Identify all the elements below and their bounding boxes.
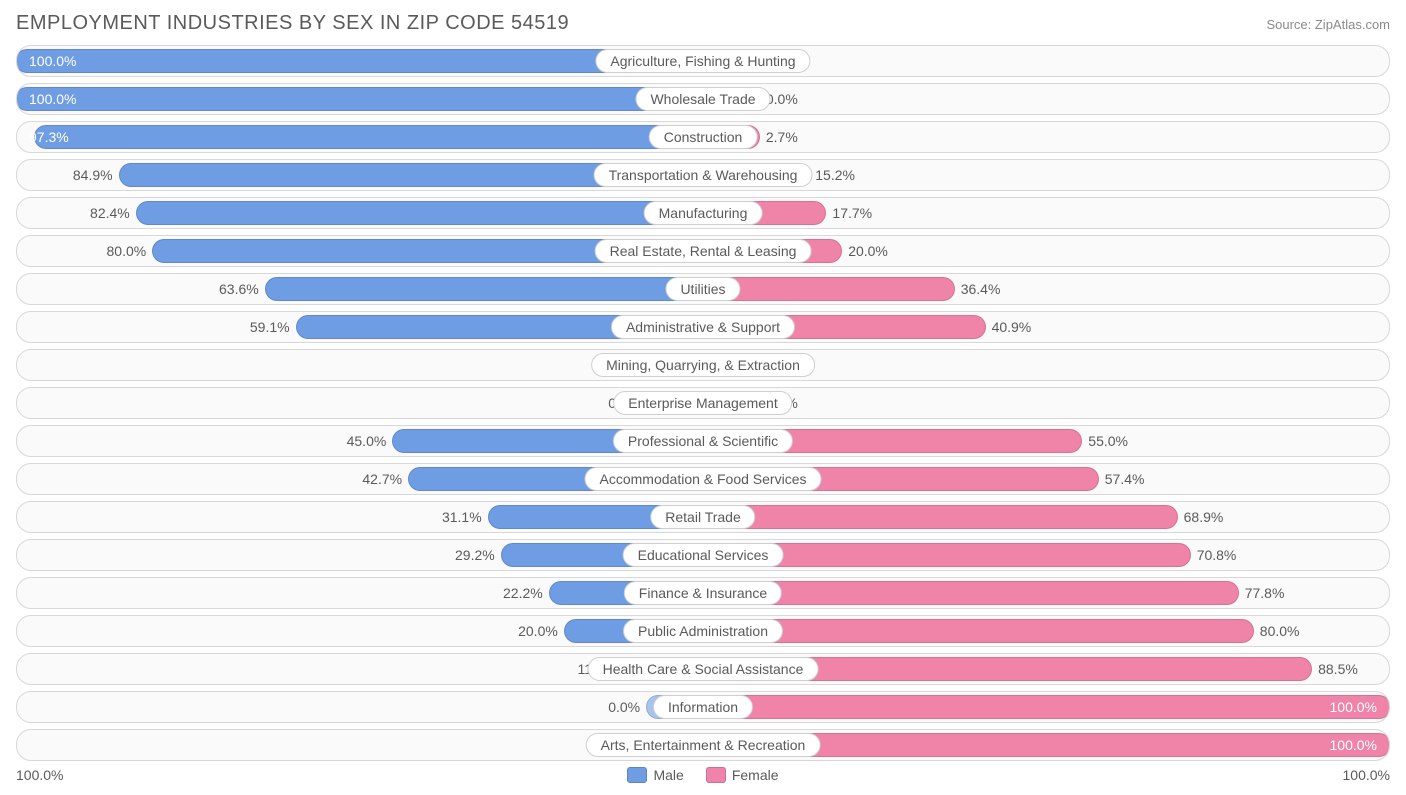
- female-bar: [703, 581, 1239, 605]
- chart-row: 29.2% 70.8% Educational Services: [16, 539, 1390, 571]
- male-pct-label: 45.0%: [347, 426, 387, 456]
- chart-title: EMPLOYMENT INDUSTRIES BY SEX IN ZIP CODE…: [16, 12, 569, 35]
- female-pct-label: 15.2%: [815, 160, 855, 190]
- legend-item-male: Male: [627, 767, 683, 783]
- female-pct-label: 88.5%: [1318, 654, 1358, 684]
- legend: Male Female: [627, 767, 778, 783]
- male-bar: [136, 201, 703, 225]
- category-label: Educational Services: [623, 543, 784, 567]
- category-label: Retail Trade: [650, 505, 755, 529]
- chart-row: 59.1% 40.9% Administrative & Support: [16, 311, 1390, 343]
- chart-row: 0.0%0.0%Enterprise Management: [16, 387, 1390, 419]
- chart-row: 97.3% 2.7% Construction: [16, 121, 1390, 153]
- female-pct-label: 36.4%: [961, 274, 1001, 304]
- female-pct-label: 77.8%: [1245, 578, 1285, 608]
- legend-male-label: Male: [653, 767, 683, 783]
- category-label: Arts, Entertainment & Recreation: [586, 733, 821, 757]
- chart-row: 20.0% 80.0% Public Administration: [16, 615, 1390, 647]
- category-label: Mining, Quarrying, & Extraction: [591, 353, 815, 377]
- male-pct-label: 63.6%: [219, 274, 259, 304]
- category-label: Agriculture, Fishing & Hunting: [595, 49, 810, 73]
- category-label: Health Care & Social Assistance: [588, 657, 819, 681]
- chart-row: 0.0%100.0%Arts, Entertainment & Recreati…: [16, 729, 1390, 761]
- axis-left-label: 100.0%: [16, 767, 63, 783]
- legend-item-female: Female: [706, 767, 779, 783]
- category-label: Transportation & Warehousing: [594, 163, 813, 187]
- female-pct-label: 100.0%: [1330, 730, 1377, 760]
- diverging-bar-chart: 100.0%0.0%Agriculture, Fishing & Hunting…: [16, 45, 1390, 761]
- female-pct-label: 80.0%: [1260, 616, 1300, 646]
- male-pct-label: 0.0%: [608, 692, 640, 722]
- chart-row: 31.1% 68.9% Retail Trade: [16, 501, 1390, 533]
- male-pct-label: 42.7%: [362, 464, 402, 494]
- female-pct-label: 20.0%: [848, 236, 888, 266]
- chart-row: 80.0% 20.0% Real Estate, Rental & Leasing: [16, 235, 1390, 267]
- chart-row: 0.0% 100.0% Information: [16, 691, 1390, 723]
- female-bar: [703, 505, 1178, 529]
- chart-row: 45.0% 55.0% Professional & Scientific: [16, 425, 1390, 457]
- chart-row: 100.0% 0.0%Wholesale Trade: [16, 83, 1390, 115]
- male-swatch: [627, 767, 647, 783]
- chart-row: 42.7% 57.4% Accommodation & Food Services: [16, 463, 1390, 495]
- female-pct-label: 0.0%: [766, 84, 798, 114]
- category-label: Utilities: [665, 277, 740, 301]
- category-label: Administrative & Support: [611, 315, 795, 339]
- female-pct-label: 57.4%: [1105, 464, 1145, 494]
- female-pct-label: 68.9%: [1184, 502, 1224, 532]
- male-pct-label: 82.4%: [90, 198, 130, 228]
- female-pct-label: 55.0%: [1088, 426, 1128, 456]
- female-bar: [703, 277, 955, 301]
- male-pct-label: 100.0%: [29, 46, 76, 76]
- legend-female-label: Female: [732, 767, 779, 783]
- female-pct-label: 2.7%: [766, 122, 798, 152]
- male-bar: [34, 125, 703, 149]
- female-pct-label: 17.7%: [832, 198, 872, 228]
- category-label: Professional & Scientific: [613, 429, 793, 453]
- female-bar: [703, 695, 1390, 719]
- male-pct-label: 84.9%: [73, 160, 113, 190]
- female-pct-label: 40.9%: [992, 312, 1032, 342]
- female-swatch: [706, 767, 726, 783]
- category-label: Construction: [649, 125, 758, 149]
- chart-row: 84.9% 15.2%Transportation & Warehousing: [16, 159, 1390, 191]
- male-pct-label: 100.0%: [29, 84, 76, 114]
- female-bar: [703, 619, 1254, 643]
- chart-row: 100.0%0.0%Agriculture, Fishing & Hunting: [16, 45, 1390, 77]
- chart-row: 11.5%88.5%Health Care & Social Assistanc…: [16, 653, 1390, 685]
- category-label: Wholesale Trade: [635, 87, 770, 111]
- chart-row: 82.4% 17.7% Manufacturing: [16, 197, 1390, 229]
- male-pct-label: 20.0%: [518, 616, 558, 646]
- male-pct-label: 97.3%: [29, 122, 69, 152]
- female-pct-label: 100.0%: [1330, 692, 1377, 722]
- male-pct-label: 59.1%: [250, 312, 290, 342]
- source-attribution: Source: ZipAtlas.com: [1266, 17, 1390, 32]
- category-label: Public Administration: [623, 619, 783, 643]
- chart-row: 0.0%0.0%Mining, Quarrying, & Extraction: [16, 349, 1390, 381]
- category-label: Real Estate, Rental & Leasing: [595, 239, 812, 263]
- axis-right-label: 100.0%: [1343, 767, 1390, 783]
- male-pct-label: 80.0%: [107, 236, 147, 266]
- male-bar: [16, 87, 703, 111]
- male-pct-label: 29.2%: [455, 540, 495, 570]
- category-label: Information: [653, 695, 753, 719]
- category-label: Accommodation & Food Services: [585, 467, 822, 491]
- chart-row: 22.2% 77.8% Finance & Insurance: [16, 577, 1390, 609]
- category-label: Enterprise Management: [613, 391, 792, 415]
- axis-row: 100.0% Male Female 100.0%: [16, 767, 1390, 783]
- male-pct-label: 22.2%: [503, 578, 543, 608]
- category-label: Manufacturing: [644, 201, 763, 225]
- male-pct-label: 31.1%: [442, 502, 482, 532]
- female-pct-label: 70.8%: [1197, 540, 1237, 570]
- chart-row: 63.6% 36.4% Utilities: [16, 273, 1390, 305]
- category-label: Finance & Insurance: [624, 581, 782, 605]
- male-bar: [265, 277, 703, 301]
